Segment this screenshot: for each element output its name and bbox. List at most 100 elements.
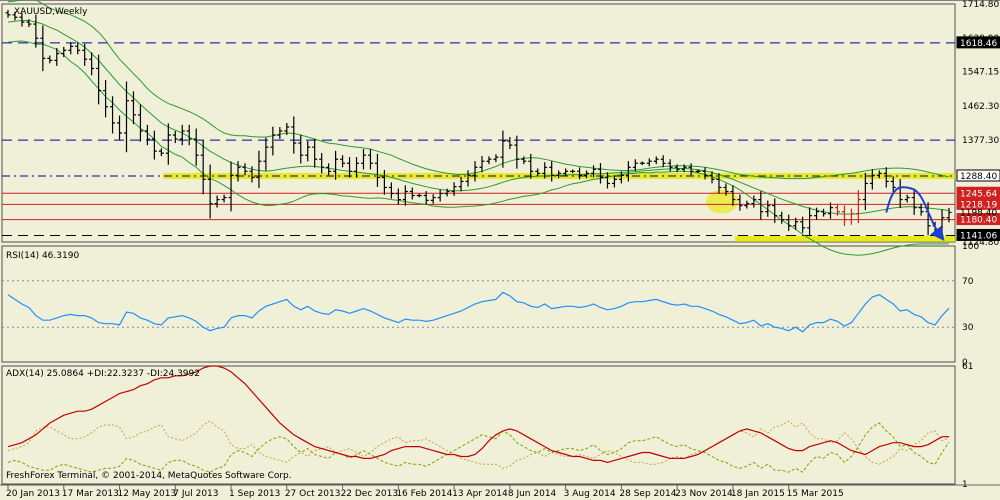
ohlc-bar <box>319 153 325 174</box>
ohlc-bar <box>841 205 847 226</box>
ohlc-bar <box>549 161 555 182</box>
ohlc-bar <box>521 156 527 165</box>
ohlc-bar <box>667 159 673 172</box>
ohlc-bar <box>256 150 262 188</box>
ohlc-bar <box>68 42 74 55</box>
ohlc-bar <box>869 169 875 190</box>
ohlc-bar <box>591 165 597 178</box>
ohlc-bar <box>165 123 171 165</box>
ohlc-bar <box>828 202 834 219</box>
ohlc-bar <box>695 169 701 174</box>
ohlc-bar <box>876 170 882 179</box>
level-value-box <box>956 228 1000 241</box>
ohlc-bar <box>263 137 269 171</box>
time-axis-label: 23 Nov 2014 <box>675 489 733 499</box>
level-value-box <box>956 197 1000 210</box>
level-value-text: 1141.06 <box>960 231 997 241</box>
ohlc-bar <box>214 195 220 208</box>
ohlc-bar <box>688 163 694 176</box>
time-axis-label: 20 Jan 2013 <box>6 489 60 499</box>
ohlc-bar <box>270 126 276 156</box>
level-value-text: 1218.19 <box>960 200 997 210</box>
ohlc-bar <box>291 116 297 154</box>
time-axis-label: 1 Sep 2013 <box>229 489 280 499</box>
copyright-text: FreshForex Terminal, © 2001-2014, MetaQu… <box>6 471 292 481</box>
ohlc-bar <box>242 163 248 176</box>
ohlc-bar <box>151 130 157 160</box>
ohlc-bar <box>883 167 889 188</box>
level-value-text: 1180.40 <box>960 216 997 226</box>
rsi-line <box>7 291 950 333</box>
time-axis-label: 3 Aug 2014 <box>564 489 616 499</box>
ohlc-bar <box>660 155 666 168</box>
ohlc-bar <box>47 55 53 64</box>
ohlc-bar <box>709 171 715 184</box>
ohlc-bar <box>123 81 129 153</box>
ohlc-bar <box>472 161 478 182</box>
ohlc-bar <box>207 164 213 219</box>
ohlc-bar <box>96 54 102 105</box>
time-axis-label: 16 Feb 2014 <box>396 489 452 499</box>
ohlc-bar <box>235 161 241 182</box>
ohlc-bar <box>381 170 387 195</box>
plus-di-line <box>7 422 950 473</box>
ohlc-bar <box>82 43 88 66</box>
ohlc-bar <box>374 153 380 187</box>
ohlc-bar <box>12 11 18 21</box>
ohlc-bar <box>298 134 304 164</box>
ohlc-bar <box>221 194 227 203</box>
ohlc-bar <box>597 163 603 184</box>
ohlc-bar <box>333 150 339 180</box>
ohlc-bar <box>144 124 150 146</box>
ohlc-bar <box>284 122 290 135</box>
band-upper <box>7 0 950 180</box>
current-price-label: 1198.40 <box>960 208 997 218</box>
ohlc-bar <box>437 189 443 202</box>
ohlc-bar <box>814 207 820 220</box>
ohlc-bar <box>786 214 792 231</box>
rsi-axis-label: 100 <box>962 242 979 252</box>
ohlc-bar <box>890 176 896 193</box>
ohlc-bar <box>326 163 332 176</box>
ohlc-bar <box>172 131 178 144</box>
price-axis-label: 1124.80 <box>962 238 999 248</box>
panel-labels: XAUUSD,Weekly RSI(14) 46.3190 ADX(14) 25… <box>6 7 292 481</box>
ohlc-bar <box>40 25 46 72</box>
time-axis-label: 7 Jul 2013 <box>173 489 218 499</box>
ohlc-bar <box>618 171 624 184</box>
ohlc-bar <box>507 137 513 150</box>
ohlc-bar <box>772 198 778 223</box>
level-value-text: 1618.46 <box>960 39 997 49</box>
ohlc-bar <box>486 156 492 165</box>
ohlc-bar <box>388 182 394 199</box>
ohlc-bar <box>451 182 457 196</box>
ohlc-bar <box>137 104 143 142</box>
ohlc-bar <box>493 154 499 163</box>
ohlc-bar <box>848 208 854 225</box>
time-axis-label: 22 Dec 2013 <box>341 489 399 499</box>
ohlc-bar <box>681 164 687 173</box>
ohlc-bar <box>360 149 366 170</box>
ohlc-bar <box>793 217 799 230</box>
ohlc-bar <box>911 190 917 215</box>
ohlc-bar <box>110 96 116 134</box>
rsi-label: RSI(14) 46.3190 <box>6 251 79 261</box>
ohlc-bar <box>716 173 722 194</box>
rsi-panel: 100 70 30 0 <box>2 242 979 368</box>
time-axis-label: 18 Jan 2015 <box>731 489 785 499</box>
ohlc-bar <box>611 175 617 188</box>
ohlc-bar <box>514 135 520 169</box>
main-price-panel: 1714.801630.901547.151462.301377.301288.… <box>2 0 1000 256</box>
ohlc-bar <box>200 140 206 195</box>
ohlc-bar <box>103 80 109 118</box>
ohlc-bar <box>653 156 659 165</box>
time-axis-label: 27 Oct 2013 <box>285 489 341 499</box>
pattern-highlight <box>706 189 738 214</box>
ohlc-bar <box>402 185 408 206</box>
time-axis-label: 15 Mar 2015 <box>787 489 844 499</box>
ohlc-bar <box>946 207 952 223</box>
ohlc-bar <box>158 148 164 157</box>
ohlc-bar <box>577 167 583 180</box>
